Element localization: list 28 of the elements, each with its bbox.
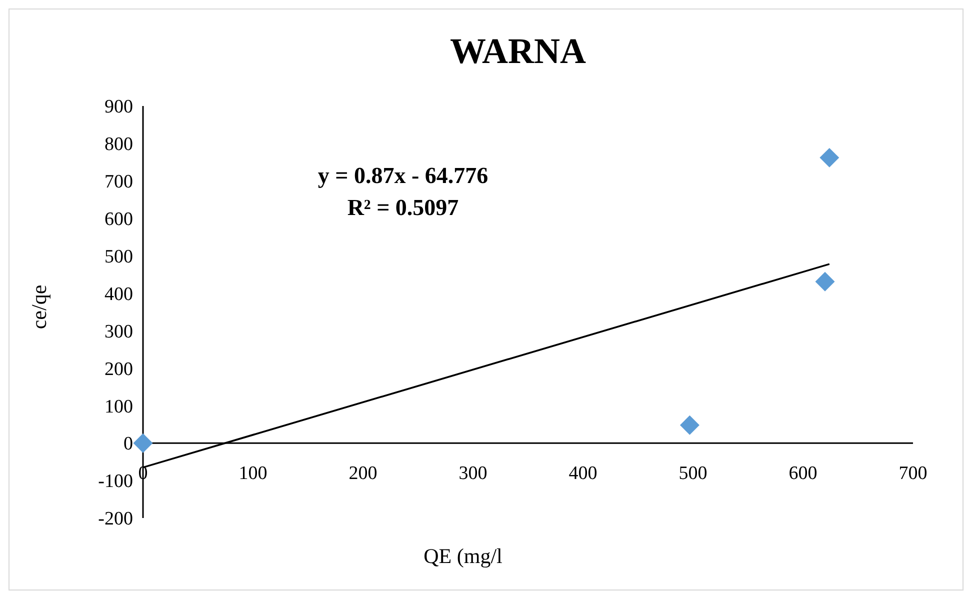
y-tick-label: 0 (124, 434, 133, 455)
y-tick-label: 700 (104, 172, 133, 193)
point (815, 272, 835, 292)
y-tick-label: 600 (104, 209, 133, 230)
y-tick-label: 500 (104, 246, 133, 268)
x-tick-label: 600 (788, 463, 818, 484)
y-tick-label: 300 (104, 321, 133, 342)
annotation: y = 0.87x - 64.776 (318, 163, 488, 188)
y-tick-label: 900 (104, 96, 133, 118)
y-axis-title: ce/qe (27, 284, 51, 330)
annotation: R² = 0.5097 (347, 195, 459, 220)
y-tick-label: -200 (98, 508, 133, 530)
x-tick-label: 700 (898, 463, 928, 484)
x-tick-label: 200 (348, 463, 378, 484)
chart-title: WARNA (450, 31, 586, 71)
y-tick-label: -100 (98, 471, 133, 492)
point (133, 433, 153, 453)
x-tick-label: 300 (458, 463, 488, 484)
y-tick-label: 200 (104, 358, 133, 380)
point (680, 415, 700, 435)
x-tick-label: 500 (678, 463, 708, 484)
x-tick-label: 400 (568, 463, 598, 484)
y-tick-label: 800 (104, 134, 133, 156)
x-axis-title: QE (mg/l (424, 544, 503, 568)
y-tick-label: 400 (104, 284, 133, 305)
point (820, 148, 840, 168)
y-tick-label: 100 (104, 396, 133, 418)
x-tick-label: 100 (238, 463, 268, 484)
